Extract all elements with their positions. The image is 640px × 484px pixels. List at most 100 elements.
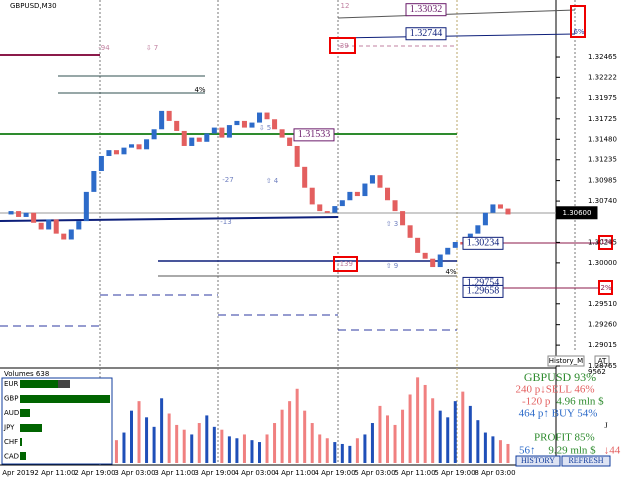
- volume-bar: [295, 388, 299, 463]
- x-tick-label: 5 Apr 19:00: [434, 469, 475, 477]
- candle: [249, 122, 255, 128]
- candle: [302, 166, 308, 188]
- volume-bar: [333, 442, 337, 463]
- y-tick-label: 1.31975: [588, 94, 617, 102]
- candle: [136, 144, 142, 150]
- candle: [475, 225, 481, 234]
- candle: [83, 191, 89, 222]
- candle: [287, 137, 293, 146]
- summary-refresh[interactable]: REFRESH: [568, 456, 603, 465]
- annotation: -94: [98, 44, 110, 52]
- summary-total-volume: 9.29 mln $: [548, 445, 596, 457]
- price-label-box: [405, 27, 447, 41]
- volume-bar: [476, 420, 480, 463]
- summary-symbol: GBPUSD 93%: [524, 370, 596, 384]
- annotation: ⇧ 3: [386, 220, 399, 228]
- candle: [407, 225, 413, 238]
- volume-bar: [340, 443, 344, 463]
- x-tick-label: 2 Apr 11:00: [34, 469, 75, 477]
- candle: [61, 233, 67, 240]
- candle: [347, 191, 353, 201]
- volume-bar: [348, 445, 352, 463]
- annotation: 4%: [445, 268, 456, 276]
- volume-bar: [483, 432, 487, 463]
- button-label[interactable]: AT: [598, 357, 607, 365]
- y-tick-label: 1.30740: [588, 197, 617, 205]
- candle: [437, 254, 443, 268]
- candle: [422, 252, 428, 259]
- price-label-box: [405, 3, 447, 17]
- volume-bar: [288, 401, 292, 463]
- volume-bar: [122, 432, 126, 463]
- annotation: ⇧ 9: [386, 262, 399, 270]
- volume-bar: [175, 424, 179, 463]
- candle: [181, 130, 187, 146]
- candle: [196, 137, 202, 142]
- currency-label: AUD: [4, 409, 19, 417]
- x-tick-label: 2 Apr 19:00: [74, 469, 115, 477]
- annotation: -27: [222, 176, 233, 184]
- price-label: 1.30234: [467, 238, 500, 249]
- volume-bar: [431, 398, 435, 463]
- x-tick-label: 4 Apr 11:00: [274, 469, 315, 477]
- refresh-button[interactable]: [561, 455, 611, 467]
- volume-bar: [197, 423, 201, 463]
- annotation: 2%: [600, 284, 611, 292]
- candle: [166, 110, 172, 121]
- candle: [490, 204, 496, 213]
- candle: [497, 204, 503, 209]
- price-label-box: [462, 236, 504, 250]
- summary-down: ↓44: [604, 445, 621, 457]
- volume-bar: [137, 401, 141, 463]
- volume-bar: [446, 417, 450, 463]
- annotation: 12: [341, 2, 350, 10]
- candle: [445, 247, 451, 255]
- volume-bar: [190, 434, 194, 463]
- candle: [121, 147, 127, 155]
- volume-bar: [265, 434, 269, 463]
- y-tick-label: 1.31480: [588, 135, 617, 143]
- annotation: -39: [337, 42, 348, 50]
- annotation: ⇩ 7: [146, 44, 159, 52]
- volume-bar: [461, 391, 465, 463]
- candle: [369, 175, 375, 184]
- summary-profit: PROFIT 85%: [534, 432, 595, 444]
- price-label: 1.29658: [467, 286, 500, 297]
- x-tick-label: 4 Apr 19:00: [314, 469, 355, 477]
- button-label[interactable]: History_M: [549, 357, 583, 365]
- volume-bar: [130, 410, 133, 463]
- candle: [234, 120, 240, 126]
- candle: [144, 139, 150, 150]
- candle: [309, 187, 315, 205]
- history-button[interactable]: [515, 455, 561, 467]
- candle: [31, 212, 37, 223]
- candle: [106, 150, 112, 156]
- volume-bar: [152, 426, 156, 463]
- y-tick-label: 1.29015: [588, 341, 617, 349]
- candle: [23, 212, 29, 217]
- volume-bar: [363, 434, 367, 463]
- summary-marker: J: [604, 421, 607, 430]
- price-label-box: [556, 206, 598, 220]
- currency-label: GBP: [4, 395, 18, 403]
- currency-panel: [1, 377, 113, 465]
- summary-history[interactable]: HISTORY: [521, 456, 555, 465]
- volume-label: Volumes 638: [4, 370, 49, 378]
- candle: [279, 129, 285, 138]
- highlight: [598, 235, 613, 250]
- summary-loss: -120 p: [522, 396, 551, 408]
- candle: [53, 219, 59, 234]
- volume-bar: [145, 417, 149, 463]
- y-tick-label: 1.30000: [588, 259, 617, 267]
- volume-bar: [491, 436, 495, 463]
- candle: [482, 212, 488, 226]
- x-tick-label: 3 Apr 03:00: [114, 469, 155, 477]
- currency-label: EUR: [4, 380, 19, 388]
- at-button[interactable]: [594, 355, 610, 367]
- history-m-button[interactable]: [547, 355, 585, 367]
- volume-bar: [220, 429, 224, 463]
- volume-bar: [386, 415, 389, 463]
- candle: [272, 119, 278, 130]
- volume-bar: [205, 415, 209, 463]
